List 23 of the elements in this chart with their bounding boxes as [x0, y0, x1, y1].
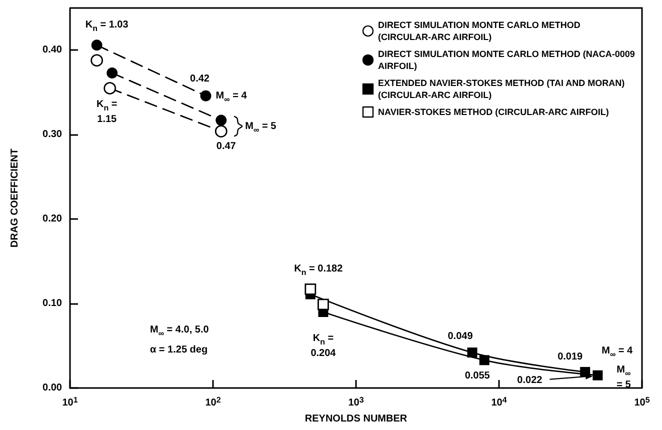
- legend-label: DIRECT SIMULATION MONTE CARLO METHOD (NACA-0009 AIRFOIL): [378, 49, 638, 71]
- annotation: 0.022: [517, 374, 543, 386]
- annotation: 0.019: [558, 351, 584, 362]
- annotation: M∞ = 5: [616, 364, 632, 390]
- annotation: 0.42: [190, 73, 210, 84]
- annotation: α = 1.25 deg: [150, 344, 208, 356]
- annotation: M∞ = 5: [245, 120, 277, 134]
- y-tick-label: 0.30: [42, 129, 62, 140]
- y-tick-label: 0.00: [42, 382, 62, 394]
- y-axis-title: DRAG COEFFICIENT: [10, 148, 20, 248]
- legend-label: DIRECT SIMULATION MONTE CARLO METHOD (CIRCULAR-ARC AIRFOIL): [378, 20, 583, 42]
- annotation: 0.049: [448, 331, 474, 342]
- annotation: 0.055: [464, 370, 490, 382]
- annotation: 0.47: [216, 140, 236, 152]
- annotation: M∞ = 4.0, 5.0: [150, 324, 210, 338]
- x-axis-title: REYNOLDS NUMBER: [304, 414, 408, 424]
- legend-label: EXTENDED NAVIER-STOKES METHOD (TAI AND MORAN) (CIRCULAR-ARC AIRFOIL): [378, 78, 628, 100]
- y-tick-label: 0.10: [42, 298, 62, 310]
- legend-label: NAVIER-STOKES METHOD (CIRCULAR-ARC AIRFOIL): [378, 107, 609, 117]
- annotation: M∞ = 4: [216, 90, 248, 104]
- y-tick-label: 0.20: [42, 214, 62, 225]
- y-tick-label: 0.40: [42, 44, 62, 56]
- annotation: M∞ = 4: [602, 345, 634, 359]
